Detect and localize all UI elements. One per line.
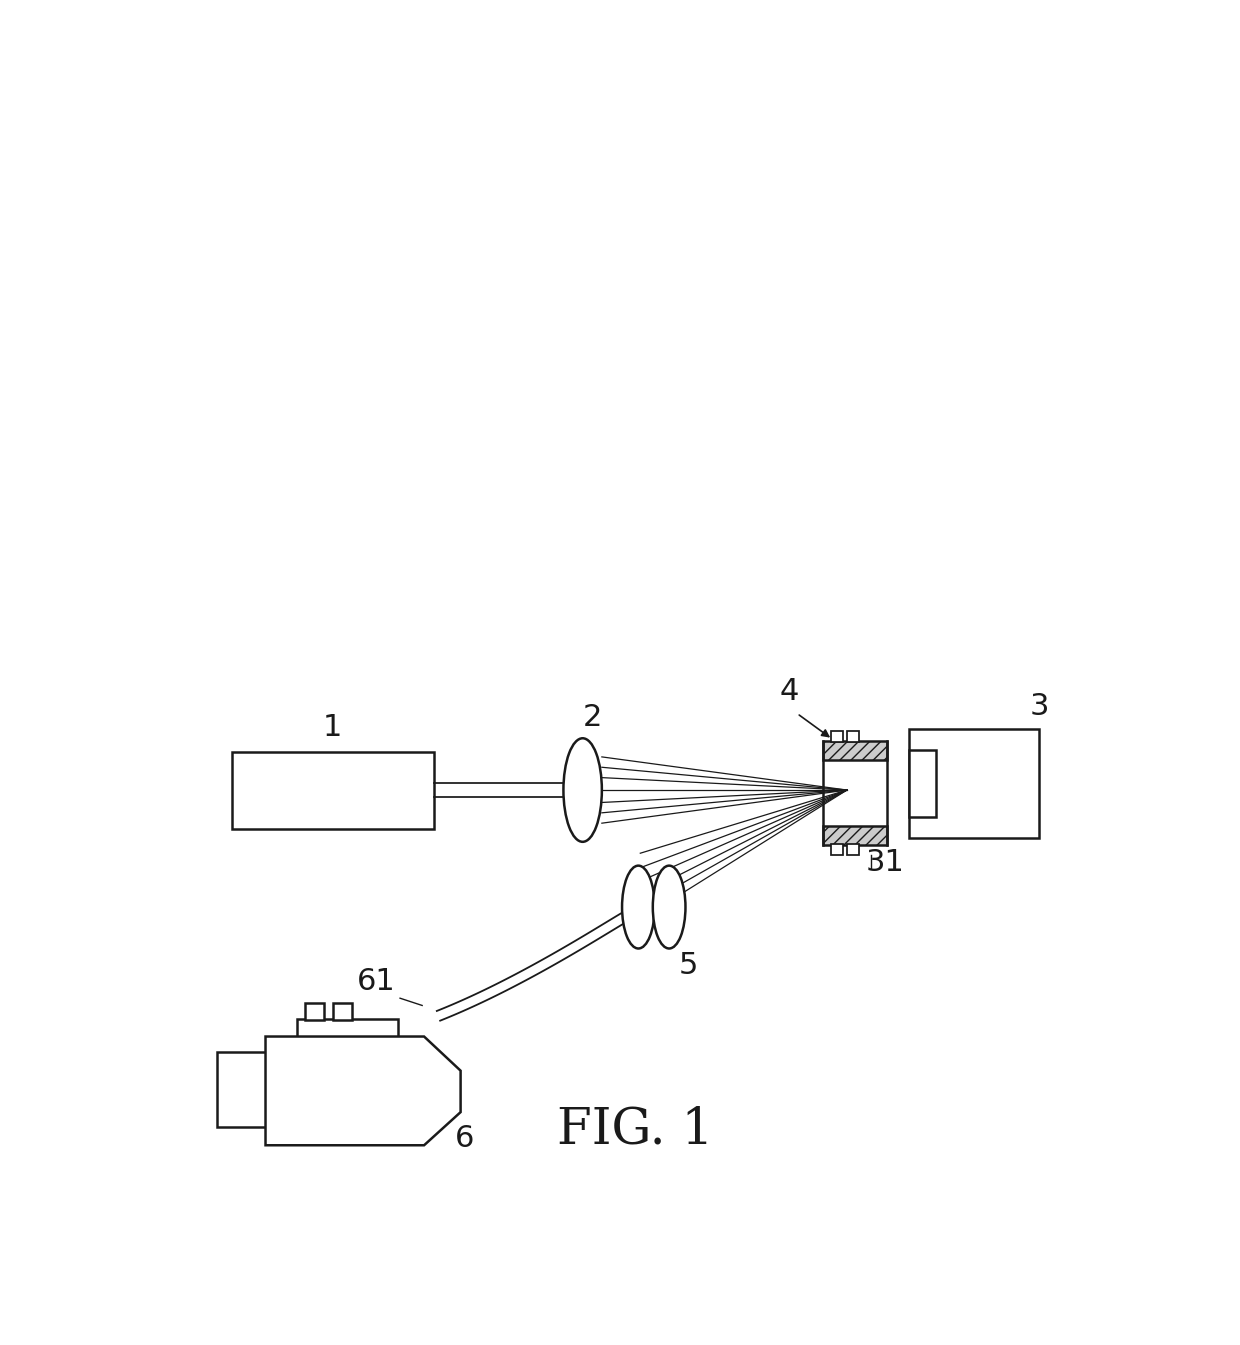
Text: 31: 31 [866, 847, 905, 877]
Bar [831, 732, 843, 742]
Bar [332, 1003, 352, 1020]
Ellipse shape [652, 866, 686, 948]
Bar [298, 1020, 398, 1040]
Bar [823, 741, 888, 760]
Bar [909, 749, 936, 816]
Ellipse shape [622, 866, 655, 948]
Bar [831, 843, 843, 855]
Bar [847, 732, 859, 742]
Text: FIG. 1: FIG. 1 [557, 1106, 714, 1154]
Text: 6: 6 [455, 1124, 474, 1154]
Text: 61: 61 [357, 967, 396, 995]
Text: 3: 3 [1029, 693, 1049, 721]
Bar [847, 843, 859, 855]
Bar [232, 752, 434, 830]
Bar [823, 826, 888, 845]
Text: 4: 4 [780, 677, 799, 706]
Bar [305, 1003, 324, 1020]
Polygon shape [265, 1037, 460, 1145]
Bar [217, 1052, 270, 1127]
Text: 5: 5 [678, 951, 698, 981]
Ellipse shape [563, 738, 601, 842]
Bar [909, 729, 1039, 838]
Text: 1: 1 [324, 713, 342, 742]
Text: 2: 2 [583, 703, 601, 732]
